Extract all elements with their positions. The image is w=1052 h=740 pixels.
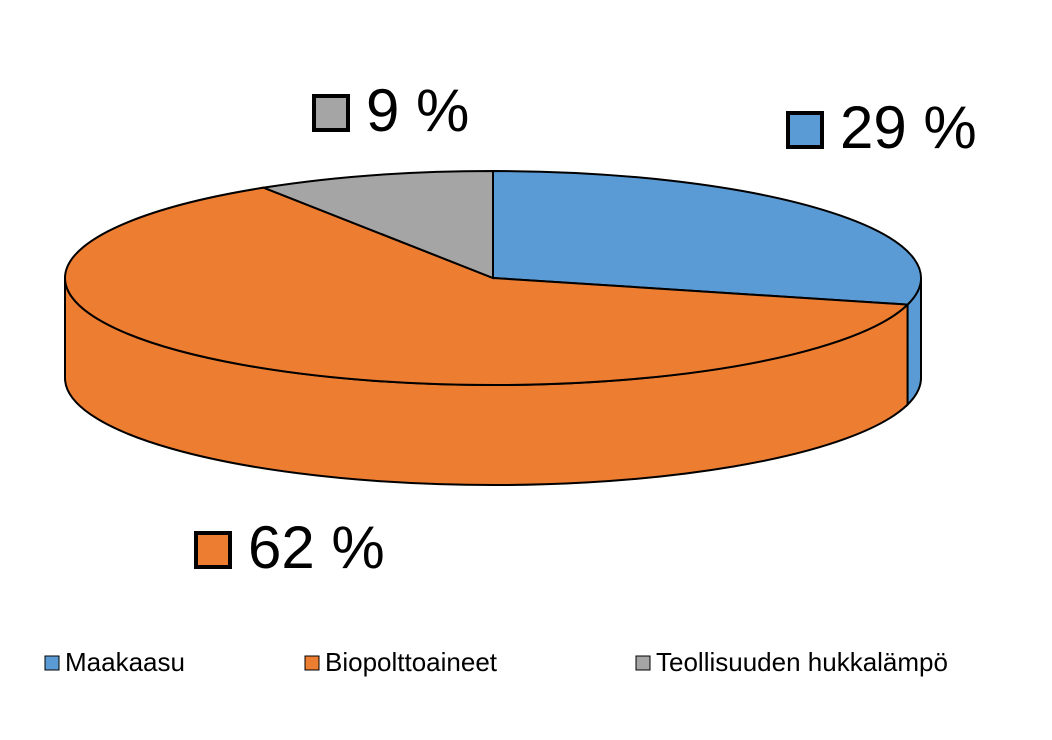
value-label: 29 %: [840, 94, 977, 161]
pie-slice: [259, 169, 494, 280]
pie-slice: [64, 186, 910, 386]
legend-label: Biopolttoaineet: [325, 647, 498, 677]
label-swatch: [312, 94, 350, 132]
value-label: 9 %: [366, 77, 469, 144]
label-swatch: [786, 111, 824, 149]
pie-slice: [492, 169, 922, 306]
legend-label: Teollisuuden hukkalämpö: [656, 647, 948, 677]
value-label: 62 %: [248, 514, 385, 581]
legend-swatch: [304, 655, 320, 671]
legend-swatch: [635, 655, 651, 671]
legend-swatch: [44, 655, 60, 671]
label-swatch: [194, 531, 232, 569]
legend-label: Maakaasu: [65, 647, 185, 677]
